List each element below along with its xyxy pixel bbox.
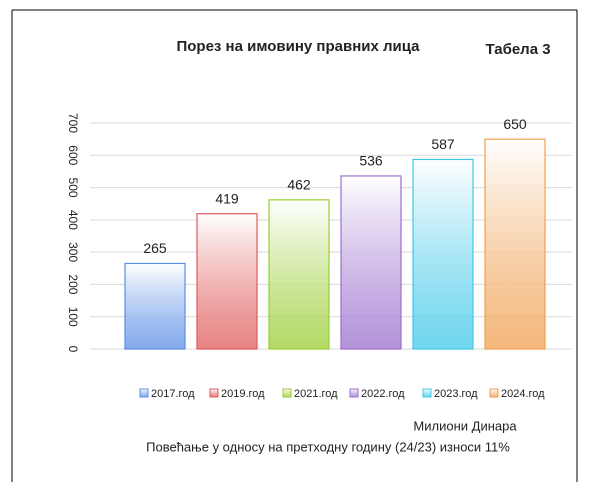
bar: [268, 199, 330, 350]
unit-note: Милиони Динара: [413, 418, 517, 433]
y-tick-label: 600: [66, 145, 80, 165]
value-label: 265: [143, 240, 167, 256]
bar: [196, 213, 258, 350]
legend-swatch: [489, 388, 499, 398]
y-tick-label: 400: [66, 210, 80, 230]
y-tick-label: 100: [66, 307, 80, 327]
value-label: 536: [359, 153, 383, 169]
bar: [124, 262, 186, 350]
legend-swatch: [422, 388, 432, 398]
legend-label: 2021.год: [294, 388, 338, 400]
bar: [412, 158, 474, 350]
legend-label: 2022.год: [361, 388, 405, 400]
legend-label: 2023.год: [434, 388, 478, 400]
y-tick-label: 200: [66, 274, 80, 294]
legend-swatch: [209, 388, 219, 398]
bar: [484, 138, 546, 350]
y-tick-label: 300: [66, 242, 80, 262]
y-tick-label: 700: [66, 113, 80, 133]
footnote: Повећање у односу на претходну годину (2…: [146, 439, 510, 454]
chart-title: Порез на имовину правних лица: [176, 38, 420, 55]
legend-swatch: [282, 388, 292, 398]
legend-label: 2024.год: [501, 388, 545, 400]
value-label: 650: [503, 116, 527, 132]
table-label: Табела 3: [485, 41, 550, 58]
legend-swatch: [349, 388, 359, 398]
value-label: 587: [431, 136, 455, 152]
y-tick-label: 500: [66, 178, 80, 198]
value-label: 419: [215, 190, 239, 206]
legend-swatch: [139, 388, 149, 398]
y-tick-label: 0: [66, 346, 80, 353]
bar: [340, 175, 402, 350]
legend-label: 2017.год: [151, 388, 195, 400]
legend-label: 2019.год: [221, 388, 265, 400]
value-label: 462: [287, 177, 311, 193]
